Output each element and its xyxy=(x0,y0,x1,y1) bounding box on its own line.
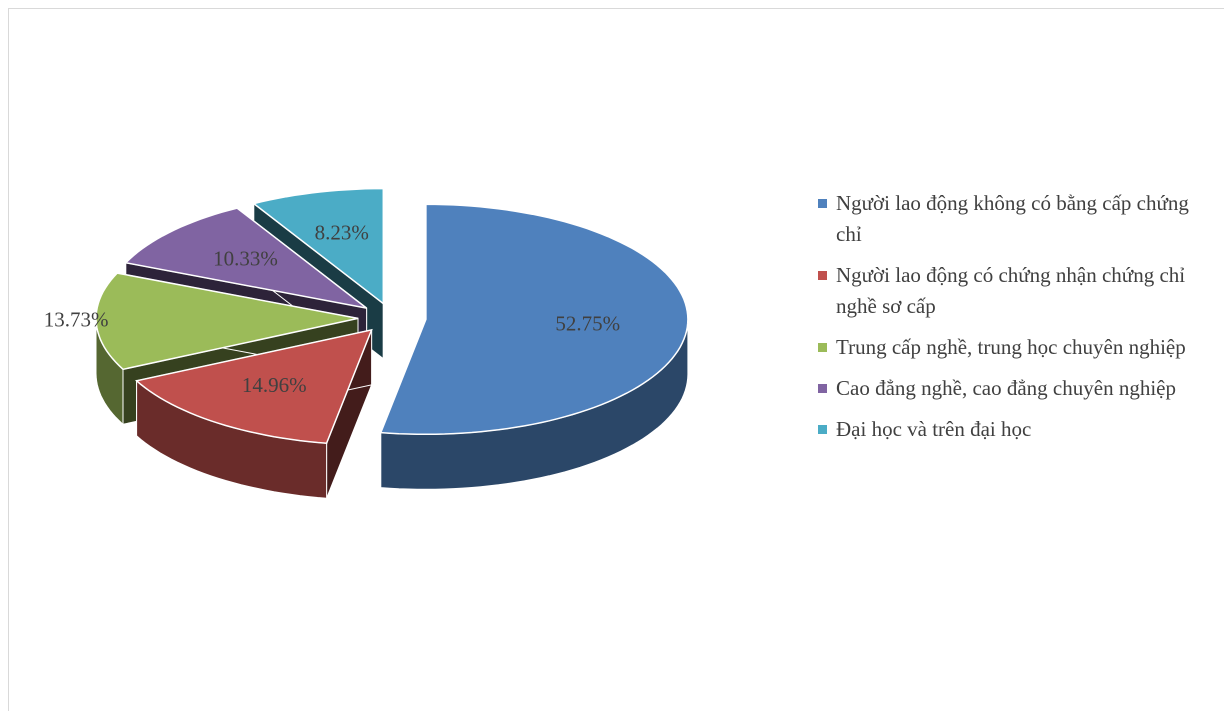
chart-border xyxy=(8,8,1224,711)
data-label: 13.73% xyxy=(44,307,109,331)
legend-label: Người lao động có chứng nhận chứng chỉ n… xyxy=(836,263,1186,318)
legend-item: Trung cấp nghề, trung học chuyên nghiệp xyxy=(818,332,1218,363)
legend-swatch xyxy=(818,199,827,208)
legend-swatch xyxy=(818,384,827,393)
legend-item: Người lao động có chứng nhận chứng chỉ n… xyxy=(818,260,1218,322)
data-label: 8.23% xyxy=(315,220,369,244)
legend-label: Cao đẳng nghề, cao đẳng chuyên nghiệp xyxy=(836,376,1176,400)
legend-item: Cao đẳng nghề, cao đẳng chuyên nghiệp xyxy=(818,373,1218,404)
legend-item: Đại học và trên đại học xyxy=(818,414,1218,445)
legend: Người lao động không có bằng cấp chứng c… xyxy=(818,188,1218,455)
legend-label: Người lao động không có bằng cấp chứng c… xyxy=(836,191,1189,246)
slice xyxy=(379,203,689,436)
slice xyxy=(124,207,368,309)
slice xyxy=(134,328,373,444)
slice xyxy=(95,272,359,371)
legend-label: Trung cấp nghề, trung học chuyên nghiệp xyxy=(836,335,1186,359)
legend-item: Người lao động không có bằng cấp chứng c… xyxy=(818,188,1218,250)
data-label: 52.75% xyxy=(555,311,620,335)
legend-swatch xyxy=(818,425,827,434)
legend-swatch xyxy=(818,343,827,352)
legend-swatch xyxy=(818,271,827,280)
legend-label: Đại học và trên đại học xyxy=(836,417,1032,441)
slice xyxy=(252,187,385,306)
data-label: 10.33% xyxy=(213,246,278,270)
data-label: 14.96% xyxy=(242,373,307,397)
